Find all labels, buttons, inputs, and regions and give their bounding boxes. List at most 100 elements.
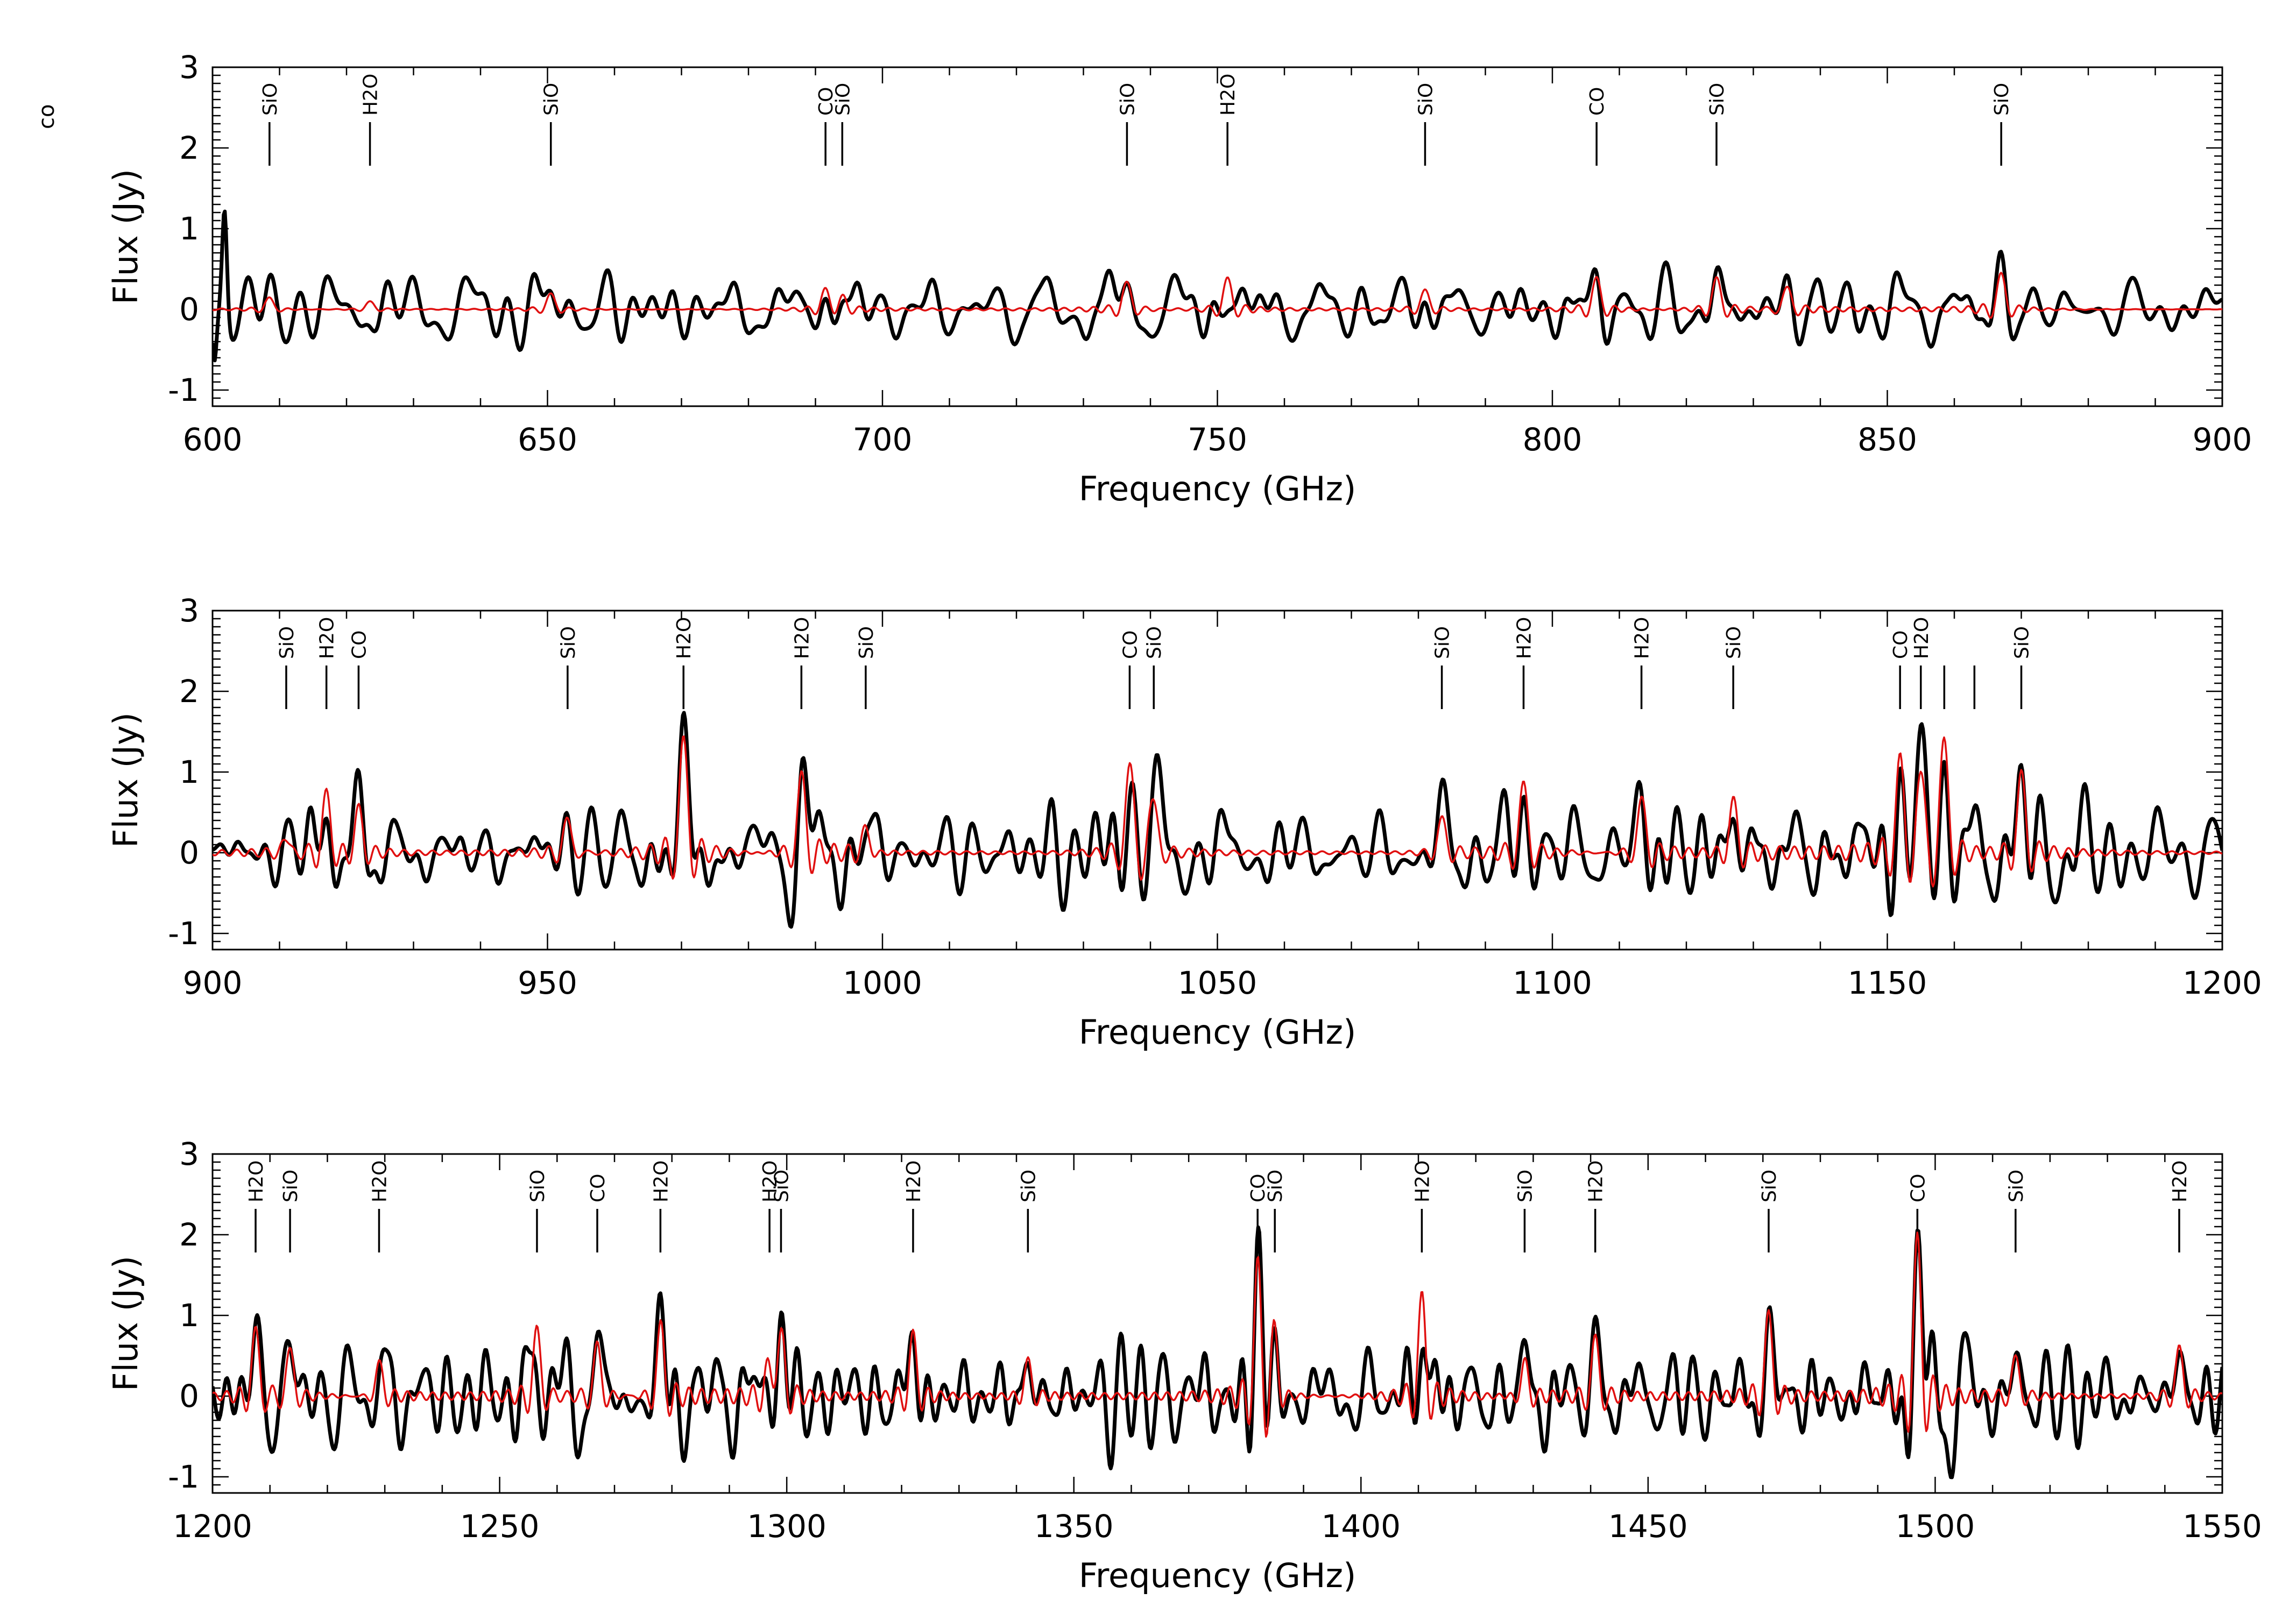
x-tick-label: 1400 — [1321, 1508, 1401, 1545]
line-id-label: SiO — [856, 626, 878, 659]
line-id-label: H2O — [1585, 1160, 1607, 1202]
line-id-label: SiO — [1723, 626, 1745, 659]
model-spectrum-line — [213, 1231, 2222, 1438]
y-tick-label: 1 — [179, 1297, 199, 1334]
y-tick-label: 2 — [179, 130, 199, 166]
line-id-label: H2O — [360, 74, 382, 116]
x-tick-label: 1450 — [1608, 1508, 1688, 1545]
y-tick-label: 3 — [179, 1136, 199, 1172]
line-id-label: SiO — [1991, 83, 2013, 116]
x-tick-label: 1350 — [1034, 1508, 1114, 1545]
line-id-label: SiO — [1264, 1170, 1287, 1202]
x-tick-label: 800 — [1523, 421, 1583, 458]
y-tick-label: -1 — [168, 372, 199, 408]
line-id-label: H2O — [791, 617, 813, 659]
y-tick-label: 0 — [179, 834, 199, 871]
x-tick-label: 700 — [853, 421, 913, 458]
y-axis-title: Flux (Jy) — [106, 1256, 145, 1391]
y-tick-label: 3 — [179, 592, 199, 629]
x-tick-label: 600 — [183, 421, 243, 458]
line-id-label: H2O — [650, 1160, 672, 1202]
line-id-label: SiO — [1415, 83, 1437, 116]
line-id-label: SiO — [1432, 626, 1454, 659]
x-tick-label: 1550 — [2182, 1508, 2262, 1545]
line-id-label: H2O — [2169, 1160, 2191, 1202]
observed-spectrum-line — [213, 209, 2222, 363]
line-id-label: CO — [1586, 87, 1608, 116]
x-tick-label: 1250 — [460, 1508, 540, 1545]
y-axis-title: Flux (Jy) — [106, 169, 145, 305]
line-id-label: H2O — [1631, 617, 1654, 659]
line-id-label: H2O — [1217, 74, 1239, 116]
line-id-label: SiO — [259, 83, 281, 116]
x-tick-label: 850 — [1857, 421, 1917, 458]
line-id-label: CO — [1247, 1174, 1269, 1202]
line-id-label: SiO — [557, 626, 580, 659]
spectrum-panel-2: 900 950 1000 1050 1100 1150 1200 -1 0 1 2 3 Frequenc… — [106, 592, 2262, 1052]
model-spectrum-line — [213, 272, 2222, 319]
observed-spectrum-line — [213, 1225, 2222, 1480]
line-id-label: SiO — [771, 1170, 793, 1202]
x-tick-label: 750 — [1188, 421, 1247, 458]
x-tick-label: 650 — [518, 421, 577, 458]
line-id-label: SiO — [1143, 626, 1165, 659]
y-tick-label: 1 — [179, 210, 199, 247]
x-tick-label: 1200 — [173, 1508, 252, 1545]
line-id-label: SiO — [2005, 1170, 2027, 1202]
x-axis-title: Frequency (GHz) — [1079, 1556, 1357, 1595]
x-tick-label: 1050 — [1178, 965, 1257, 1001]
x-axis-title: Frequency (GHz) — [1079, 469, 1357, 508]
line-id-label: SiO — [1758, 1170, 1781, 1202]
line-id-label: H2O — [759, 1160, 781, 1202]
line-id-label: CO — [348, 631, 370, 659]
x-tick-label: 1300 — [747, 1508, 826, 1545]
line-id-label: SiO — [527, 1170, 549, 1202]
plot-frame — [211, 66, 2223, 407]
line-id-label: SiO — [1514, 1170, 1536, 1202]
line-id-label: CO — [815, 87, 837, 116]
y-axis-title: Flux (Jy) — [106, 712, 145, 848]
line-id-label: SiO — [2011, 626, 2033, 659]
line-id-label: SiO — [832, 83, 854, 116]
line-id-label: H2O — [316, 617, 338, 659]
x-tick-label: 1000 — [843, 965, 922, 1001]
y-tick-label: 2 — [179, 1216, 199, 1253]
spectrum-panel-1: 600 650 700 750 800 850 900 -1 0 1 2 3 Frequency (GH… — [106, 49, 2252, 508]
line-id-label: SiO — [1117, 83, 1139, 116]
x-axis-title: Frequency (GHz) — [1079, 1013, 1357, 1052]
line-id-label: CO — [587, 1174, 609, 1202]
observed-spectrum-line — [213, 711, 2222, 929]
line-id-label: H2O — [1411, 1160, 1433, 1202]
line-id-label: H2O — [245, 1160, 267, 1202]
model-spectrum-line — [213, 735, 2222, 888]
line-id-label: SiO — [280, 1170, 302, 1202]
line-id-label: SiO — [1706, 83, 1728, 116]
plot-frame — [211, 610, 2223, 951]
line-id-label: H2O — [673, 617, 695, 659]
x-tick-label: 1150 — [1848, 965, 1927, 1001]
y-tick-label: 1 — [179, 754, 199, 790]
line-id-label: CO — [1907, 1174, 1929, 1202]
corner-label: co — [34, 104, 59, 129]
y-tick-label: -1 — [168, 915, 199, 952]
line-id-label: SiO — [541, 83, 563, 116]
spectrum-panels: 600 650 700 750 800 850 900 -1 0 1 2 3 Frequency (GH… — [106, 49, 2262, 1595]
line-id-label: H2O — [903, 1160, 925, 1202]
y-tick-label: 0 — [179, 291, 199, 328]
y-tick-label: 0 — [179, 1378, 199, 1414]
x-tick-label: 1100 — [1513, 965, 1592, 1001]
line-id-label: H2O — [1513, 617, 1535, 659]
y-tick-label: 2 — [179, 673, 199, 710]
line-id-label: SiO — [1018, 1170, 1040, 1202]
x-tick-label: 950 — [518, 965, 577, 1001]
line-id-label: CO — [1119, 631, 1141, 659]
x-tick-label: 900 — [183, 965, 243, 1001]
spectrum-panel-3: 1200 1250 1300 1350 1400 1450 1500 1550 -1 0 1 2 3 Fr… — [106, 1136, 2262, 1595]
y-tick-label: 3 — [179, 49, 199, 86]
line-id-label: H2O — [369, 1160, 391, 1202]
x-tick-label: 1200 — [2182, 965, 2262, 1001]
x-tick-label: 1500 — [1896, 1508, 1975, 1545]
y-tick-label: -1 — [168, 1459, 199, 1495]
line-id-label: CO — [1890, 631, 1912, 659]
